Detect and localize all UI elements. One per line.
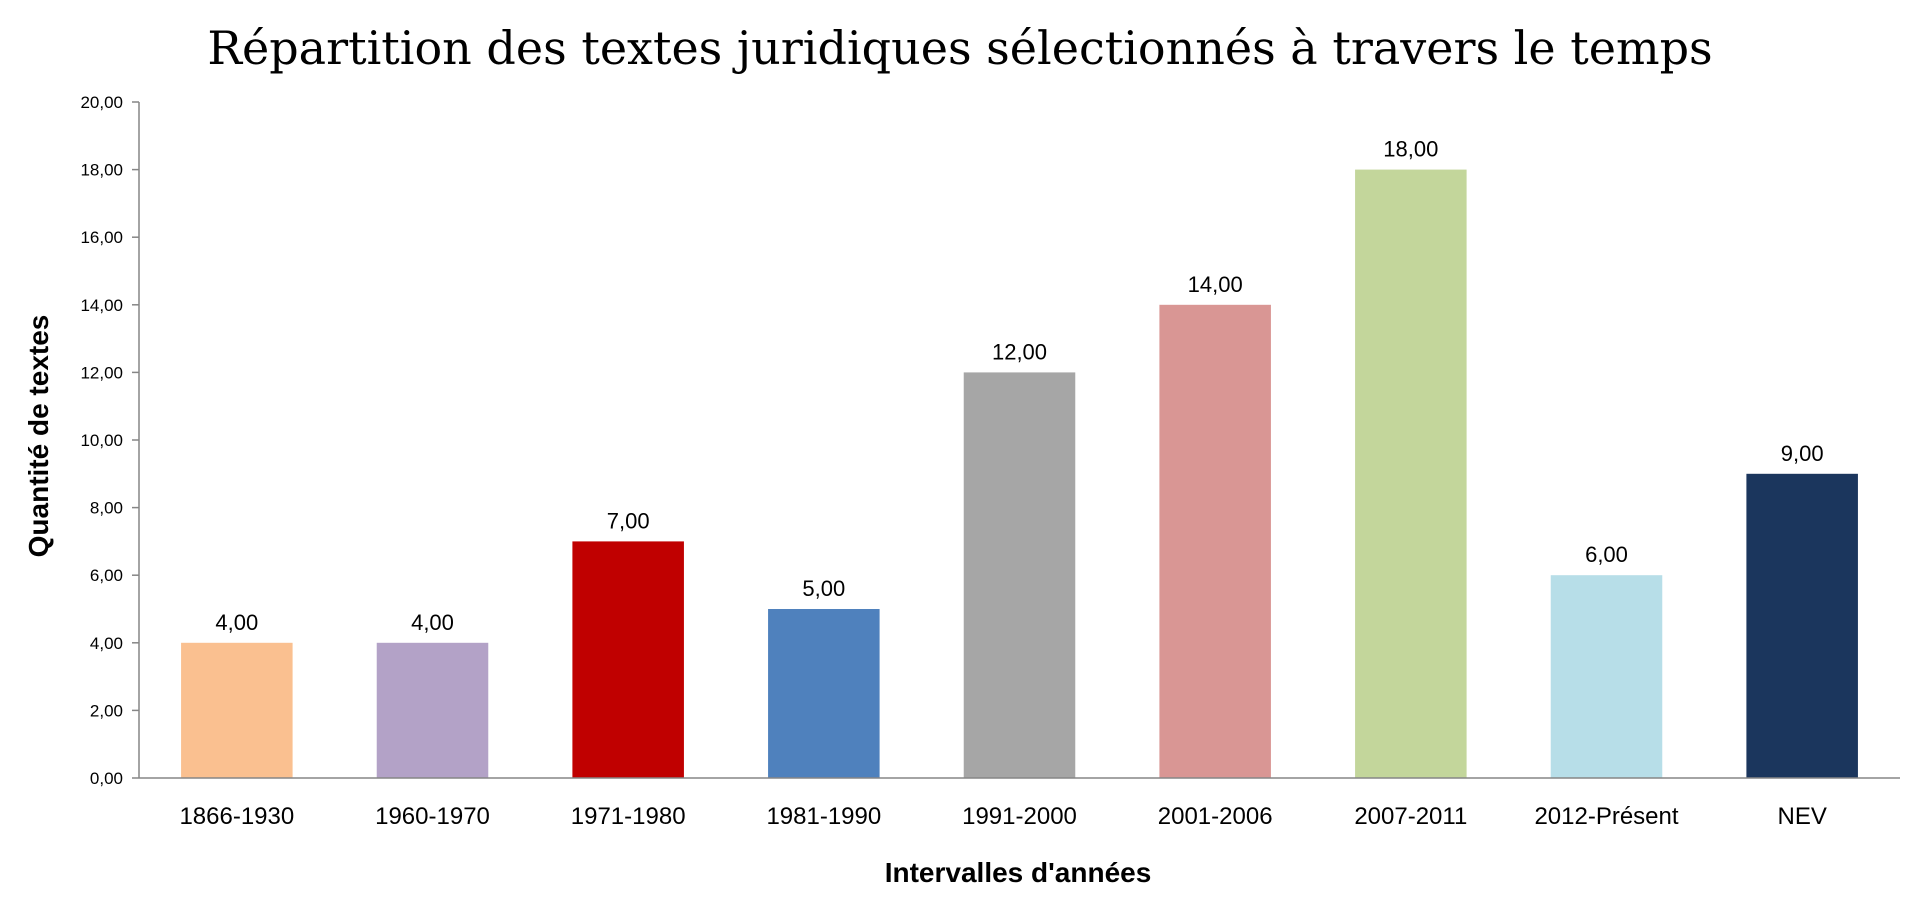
bar-1866-1930 bbox=[181, 642, 293, 778]
x-tick-label: 1960-1970 bbox=[375, 803, 490, 830]
bar-value-label: 7,00 bbox=[607, 508, 650, 533]
bar-1981-1990 bbox=[768, 609, 880, 778]
bar-value-label: 12,00 bbox=[992, 339, 1047, 364]
y-tick-label: 6,00 bbox=[90, 566, 123, 585]
bar-value-label: 4,00 bbox=[411, 610, 454, 635]
x-axis-ticks: 1866-1930 1960-1970 1971-1980 1981-1990 1991… bbox=[179, 803, 1826, 830]
bars-group bbox=[181, 169, 1858, 779]
bar-nev bbox=[1746, 473, 1858, 778]
bar-1971-1980 bbox=[572, 541, 684, 778]
y-tick-label: 4,00 bbox=[90, 634, 123, 653]
bar-value-label: 9,00 bbox=[1781, 441, 1824, 466]
bar-value-label: 18,00 bbox=[1383, 137, 1438, 162]
bar-value-label: 5,00 bbox=[802, 576, 845, 601]
x-tick-label: 1981-1990 bbox=[766, 803, 881, 830]
x-tick-label: NEV bbox=[1777, 803, 1826, 830]
bar-1960-1970 bbox=[376, 642, 489, 778]
x-tick-label: 2007-2011 bbox=[1354, 803, 1467, 830]
y-tick-label: 10,00 bbox=[80, 431, 123, 450]
x-tick-label: 2012-Présent bbox=[1534, 803, 1678, 830]
y-tick-label: 16,00 bbox=[80, 228, 123, 247]
bar-2007-2011 bbox=[1355, 169, 1467, 779]
y-axis-title: Quantité de textes bbox=[23, 315, 54, 558]
y-tick-label: 8,00 bbox=[90, 499, 123, 518]
bar-value-label: 4,00 bbox=[215, 610, 258, 635]
bar-1991-2000 bbox=[963, 372, 1076, 778]
x-axis-title: Intervalles d'années bbox=[885, 857, 1152, 888]
x-tick-label: 1866-1930 bbox=[179, 803, 294, 830]
bar-value-label: 14,00 bbox=[1188, 272, 1243, 297]
bar-2012-pr-sent bbox=[1550, 575, 1663, 778]
x-tick-label: 1991-2000 bbox=[962, 803, 1077, 830]
bar-value-label: 6,00 bbox=[1585, 542, 1628, 567]
y-tick-label: 12,00 bbox=[80, 363, 123, 382]
x-tick-label: 2001-2006 bbox=[1158, 803, 1273, 830]
y-tick-label: 0,00 bbox=[90, 769, 123, 788]
y-tick-label: 14,00 bbox=[80, 296, 123, 315]
y-tick-label: 18,00 bbox=[80, 161, 123, 180]
data-labels-group: 4,00 4,00 7,00 5,00 12,00 14,00 18,00 6,00 9,00 bbox=[215, 137, 1823, 635]
y-tick-label: 2,00 bbox=[90, 701, 123, 720]
bar-2001-2006 bbox=[1159, 304, 1271, 778]
x-tick-label: 1971-1980 bbox=[571, 803, 686, 830]
y-axis-ticks: 0,00 2,00 4,00 6,00 8,00 10,00 12,00 14,00 16,00… bbox=[80, 93, 139, 788]
chart-title: Répartition des textes juridiques sélect… bbox=[207, 21, 1712, 75]
y-tick-label: 20,00 bbox=[80, 93, 123, 112]
